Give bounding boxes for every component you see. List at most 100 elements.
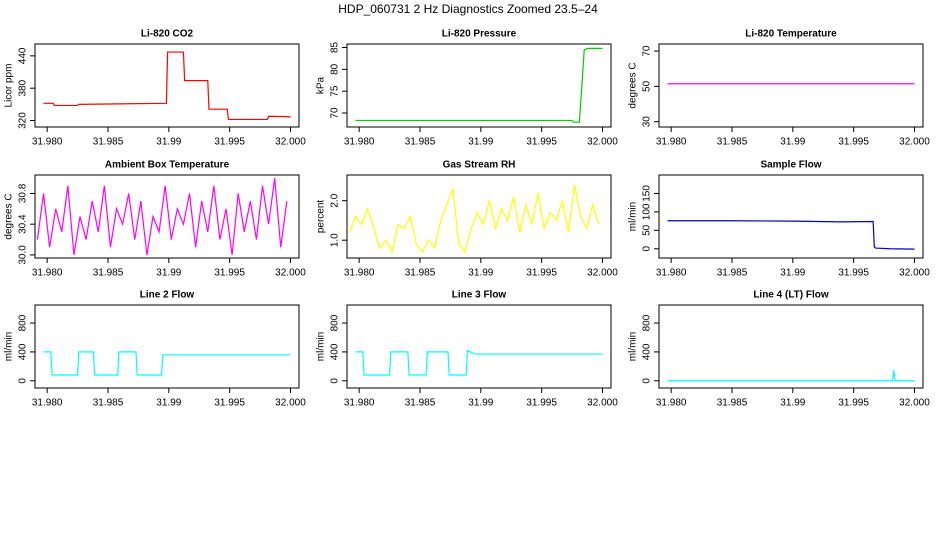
x-tick-label: 32.000 xyxy=(899,398,930,409)
y-tick-label: 85 xyxy=(330,41,341,53)
y-tick-label: 380 xyxy=(18,79,29,96)
y-axis-label: ml/min xyxy=(628,202,639,231)
panel-title: Line 4 (LT) Flow xyxy=(753,290,829,301)
x-tick-label: 31.985 xyxy=(717,268,748,279)
x-tick-label: 31.980 xyxy=(32,398,63,409)
panel-title: Li-820 Pressure xyxy=(442,29,517,40)
plot-box xyxy=(658,304,924,389)
plot-box xyxy=(34,174,300,259)
y-tick-label: 1.0 xyxy=(330,233,341,247)
x-tick-label: 31.995 xyxy=(838,398,869,409)
x-tick-label: 31.995 xyxy=(214,268,245,279)
x-tick-label: 32.000 xyxy=(587,137,618,148)
y-tick-label: 50 xyxy=(642,224,653,236)
x-tick-label: 31.980 xyxy=(32,268,63,279)
y-tick-label: 440 xyxy=(18,47,29,64)
y-axis-label: degrees C xyxy=(4,193,15,239)
y-tick-label: 150 xyxy=(642,185,653,202)
x-tick-label: 31.99 xyxy=(156,268,181,279)
y-tick-label: 0 xyxy=(642,378,653,384)
plot-box xyxy=(658,174,924,259)
y-tick-label: 30.4 xyxy=(18,214,29,234)
y-tick-label: 70 xyxy=(330,107,341,119)
data-line xyxy=(667,220,915,250)
y-tick-label: 80 xyxy=(330,63,341,75)
panel-title: Ambient Box Temperature xyxy=(105,160,230,171)
x-tick-label: 31.99 xyxy=(468,268,493,279)
x-tick-label: 31.985 xyxy=(717,137,748,148)
y-tick-label: 400 xyxy=(330,343,341,360)
data-line xyxy=(36,177,288,256)
x-tick-label: 32.000 xyxy=(899,268,930,279)
y-tick-label: 2.0 xyxy=(330,193,341,207)
x-tick-label: 31.99 xyxy=(156,137,181,148)
x-tick-label: 32.000 xyxy=(587,268,618,279)
panel-title: Li-820 CO2 xyxy=(141,29,194,40)
panel-title: Li-820 Temperature xyxy=(745,29,837,40)
y-axis-label: Licor ppm xyxy=(4,64,15,108)
panel-title: Line 2 Flow xyxy=(140,290,195,301)
data-line xyxy=(667,369,915,382)
x-tick-label: 31.980 xyxy=(656,268,687,279)
plot-box xyxy=(346,43,612,128)
y-tick-label: 30.0 xyxy=(18,245,29,265)
x-tick-label: 31.99 xyxy=(780,268,805,279)
x-tick-label: 32.000 xyxy=(587,398,618,409)
x-tick-label: 31.99 xyxy=(780,137,805,148)
plot-box xyxy=(346,304,612,389)
data-line xyxy=(355,349,603,376)
y-axis-label: kPa xyxy=(316,76,327,94)
plot-box xyxy=(34,43,300,128)
x-tick-label: 32.000 xyxy=(899,137,930,148)
y-tick-label: 400 xyxy=(18,343,29,360)
x-tick-label: 31.985 xyxy=(405,268,436,279)
x-tick-label: 31.980 xyxy=(344,137,375,148)
y-tick-label: 0 xyxy=(642,246,653,252)
x-tick-label: 31.985 xyxy=(93,268,124,279)
y-axis-label: percent xyxy=(316,200,327,234)
y-tick-label: 100 xyxy=(642,203,653,220)
figure-title: HDP_060731 2 Hz Diagnostics Zoomed 23.5–… xyxy=(338,2,598,16)
y-tick-label: 0 xyxy=(18,378,29,384)
x-tick-label: 31.980 xyxy=(656,137,687,148)
data-line xyxy=(355,47,603,123)
x-tick-label: 31.995 xyxy=(214,398,245,409)
x-tick-label: 31.995 xyxy=(526,137,557,148)
x-tick-label: 31.995 xyxy=(838,137,869,148)
plot-box xyxy=(346,174,612,259)
y-axis-label: ml/min xyxy=(628,332,639,361)
x-tick-label: 31.985 xyxy=(93,398,124,409)
y-tick-label: 50 xyxy=(642,80,653,92)
x-tick-label: 31.99 xyxy=(156,398,181,409)
y-tick-label: 800 xyxy=(330,314,341,331)
plot-box xyxy=(658,43,924,128)
y-tick-label: 30 xyxy=(642,116,653,128)
x-tick-label: 31.99 xyxy=(780,398,805,409)
y-tick-label: 800 xyxy=(18,314,29,331)
x-tick-label: 31.980 xyxy=(344,268,375,279)
x-tick-label: 31.99 xyxy=(468,398,493,409)
x-tick-label: 31.985 xyxy=(405,137,436,148)
x-tick-label: 31.980 xyxy=(32,137,63,148)
x-tick-label: 31.985 xyxy=(405,398,436,409)
y-tick-label: 70 xyxy=(642,45,653,57)
y-axis-label: ml/min xyxy=(316,332,327,361)
x-tick-label: 31.995 xyxy=(214,137,245,148)
plot-box xyxy=(34,304,300,389)
y-axis-label: degrees C xyxy=(628,62,639,108)
y-tick-label: 320 xyxy=(18,112,29,129)
x-tick-label: 31.995 xyxy=(838,268,869,279)
panel-title: Gas Stream RH xyxy=(443,160,516,171)
x-tick-label: 31.980 xyxy=(344,398,375,409)
x-tick-label: 31.995 xyxy=(526,398,557,409)
data-line xyxy=(43,351,291,376)
x-tick-label: 32.000 xyxy=(275,268,306,279)
x-tick-label: 31.995 xyxy=(526,268,557,279)
x-tick-label: 32.000 xyxy=(275,398,306,409)
data-line xyxy=(348,184,600,254)
x-tick-label: 31.99 xyxy=(468,137,493,148)
x-tick-label: 31.980 xyxy=(656,398,687,409)
y-tick-label: 400 xyxy=(642,343,653,360)
